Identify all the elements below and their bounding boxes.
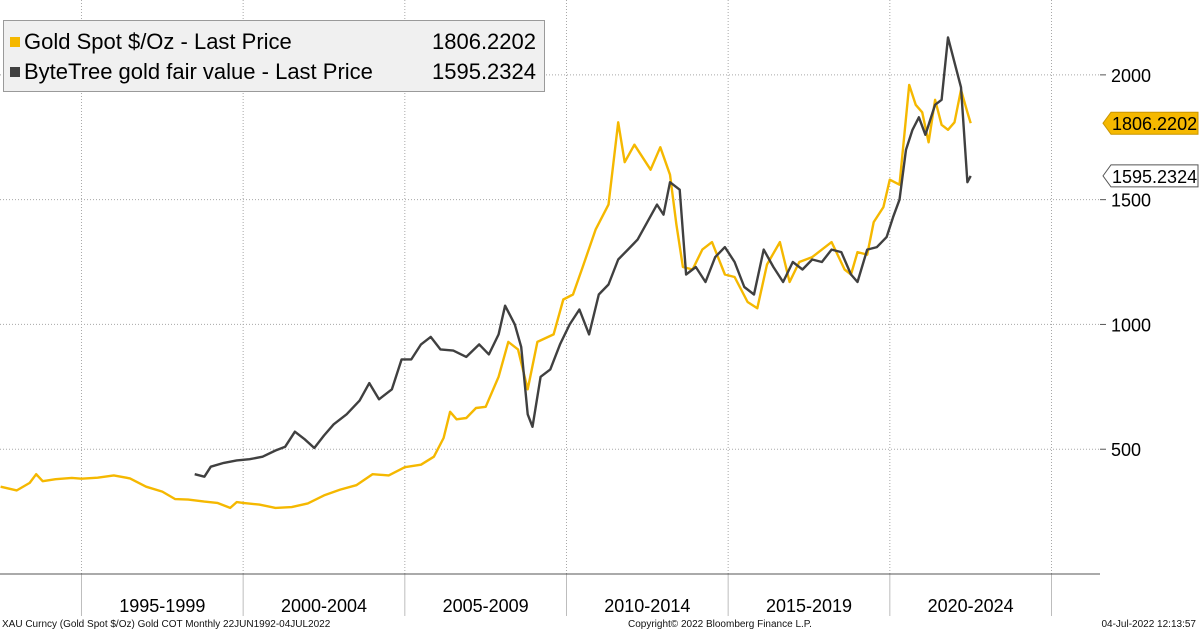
y-tick-label: 2000: [1111, 66, 1151, 86]
last-price-tag-box: [1102, 111, 1199, 135]
last-price-tag-label: 1595.2324: [1112, 167, 1197, 187]
y-tick-label: 1000: [1111, 315, 1151, 335]
x-tick-label: 2020-2024: [928, 596, 1014, 616]
series-line-fair-value: [194, 36, 972, 478]
series-lines: [0, 36, 972, 510]
last-price-tag-label: 1806.2202: [1112, 114, 1197, 134]
x-axis-labels: 1995-1999 2000-2004 2005-2009 2010-2014 2015…: [119, 596, 1013, 616]
y-tick-label: 1500: [1111, 191, 1151, 211]
legend-swatch-fair-value: [10, 67, 20, 77]
last-price-tag-fair-value: 1595.2324: [1102, 164, 1199, 188]
y-tick-label: 500: [1111, 440, 1141, 460]
footer-copyright: Copyright© 2022 Bloomberg Finance L.P.: [628, 619, 812, 630]
legend: Gold Spot $/Oz - Last Price 1806.2202 By…: [3, 20, 545, 92]
legend-entry-gold: Gold Spot $/Oz - Last Price 1806.2202: [10, 27, 536, 57]
last-price-tag-box: [1102, 164, 1199, 188]
y-axis-labels: 500 1000 1500 2000: [1111, 66, 1151, 460]
grid: [0, 0, 1106, 616]
legend-entry-fair-value: ByteTree gold fair value - Last Price 15…: [10, 57, 536, 87]
footer-timestamp: 04-Jul-2022 12:13:57: [1101, 619, 1196, 630]
last-price-tags: 1806.2202 1595.2324: [1102, 111, 1199, 188]
legend-label-fair-value: ByteTree gold fair value - Last Price: [24, 59, 373, 84]
legend-value-gold: 1806.2202: [432, 29, 536, 54]
series-line-gold: [0, 83, 972, 510]
footer-source: XAU Curncy (Gold Spot $/Oz) Gold COT Mon…: [2, 619, 331, 630]
last-price-tag-gold: 1806.2202: [1102, 111, 1199, 135]
x-tick-label: 2015-2019: [766, 596, 852, 616]
x-tick-label: 1995-1999: [119, 596, 205, 616]
legend-swatch-gold: [10, 37, 20, 47]
legend-label-gold: Gold Spot $/Oz - Last Price: [24, 29, 292, 54]
legend-value-fair-value: 1595.2324: [432, 59, 536, 84]
x-tick-label: 2005-2009: [443, 596, 529, 616]
x-tick-label: 2010-2014: [604, 596, 690, 616]
x-tick-label: 2000-2004: [281, 596, 367, 616]
